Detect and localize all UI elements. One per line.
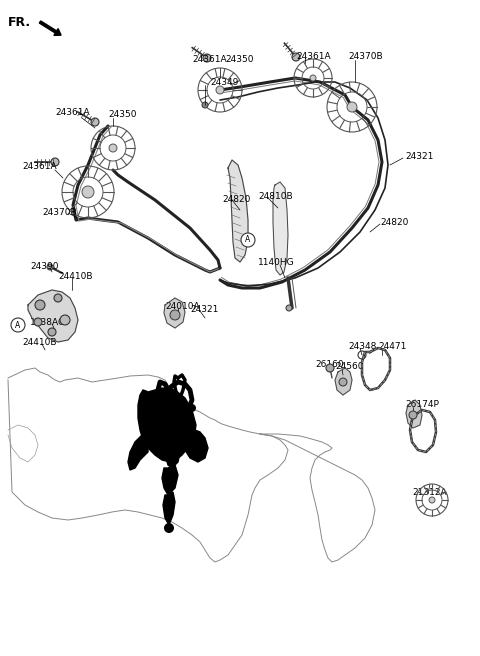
Polygon shape: [335, 368, 352, 395]
Circle shape: [292, 53, 300, 61]
Polygon shape: [406, 400, 422, 428]
Polygon shape: [138, 388, 196, 462]
Polygon shape: [273, 182, 288, 275]
Text: 26174P: 26174P: [405, 400, 439, 409]
Circle shape: [91, 118, 99, 126]
Text: A: A: [245, 236, 251, 245]
Text: FR.: FR.: [8, 16, 31, 29]
Circle shape: [286, 305, 292, 311]
Circle shape: [429, 497, 435, 503]
Text: 24370B: 24370B: [348, 52, 383, 61]
Circle shape: [11, 318, 25, 332]
Text: 1338AC: 1338AC: [30, 318, 65, 327]
Polygon shape: [185, 430, 208, 462]
Circle shape: [202, 102, 208, 108]
Circle shape: [339, 378, 347, 386]
Text: 24560: 24560: [335, 362, 363, 371]
Text: 24361A: 24361A: [22, 162, 57, 171]
Circle shape: [109, 144, 117, 152]
Text: 24471: 24471: [378, 342, 407, 351]
Circle shape: [47, 264, 53, 270]
Text: 24350: 24350: [108, 110, 136, 119]
Text: 24321: 24321: [405, 152, 433, 161]
Text: 24350: 24350: [225, 55, 253, 64]
Text: 21312A: 21312A: [412, 488, 446, 497]
Circle shape: [216, 86, 224, 94]
Polygon shape: [164, 298, 185, 328]
Text: 24820: 24820: [380, 218, 408, 227]
Polygon shape: [228, 160, 248, 262]
Circle shape: [82, 186, 94, 198]
Circle shape: [326, 364, 334, 372]
Circle shape: [60, 315, 70, 325]
Polygon shape: [28, 290, 78, 342]
Polygon shape: [162, 465, 178, 495]
FancyArrow shape: [39, 21, 61, 35]
Circle shape: [51, 158, 59, 166]
Text: 24810B: 24810B: [258, 192, 293, 201]
Text: 1140HG: 1140HG: [258, 258, 295, 267]
Circle shape: [409, 411, 417, 419]
Text: 24361A: 24361A: [296, 52, 331, 61]
Text: 24321: 24321: [190, 305, 218, 314]
Circle shape: [34, 318, 42, 326]
Text: 24010A: 24010A: [165, 302, 200, 311]
Circle shape: [241, 233, 255, 247]
Text: A: A: [15, 321, 21, 329]
Circle shape: [48, 328, 56, 336]
Text: 24349: 24349: [210, 78, 239, 87]
Circle shape: [188, 404, 196, 412]
Polygon shape: [128, 430, 148, 470]
Text: 24361A: 24361A: [192, 55, 227, 64]
Text: 24361A: 24361A: [55, 108, 90, 117]
Text: 24820: 24820: [222, 195, 251, 204]
Polygon shape: [165, 438, 180, 468]
Text: 24410B: 24410B: [58, 272, 93, 281]
Circle shape: [170, 310, 180, 320]
Polygon shape: [163, 492, 175, 525]
Circle shape: [347, 102, 357, 112]
Circle shape: [310, 75, 316, 81]
Text: 24370B: 24370B: [42, 208, 77, 217]
Text: 24348: 24348: [348, 342, 376, 351]
Circle shape: [203, 54, 211, 62]
Circle shape: [54, 294, 62, 302]
Text: 26160: 26160: [315, 360, 344, 369]
Circle shape: [162, 409, 168, 415]
Circle shape: [164, 523, 174, 533]
Text: 24390: 24390: [30, 262, 59, 271]
Circle shape: [35, 300, 45, 310]
Text: 24410B: 24410B: [22, 338, 57, 347]
